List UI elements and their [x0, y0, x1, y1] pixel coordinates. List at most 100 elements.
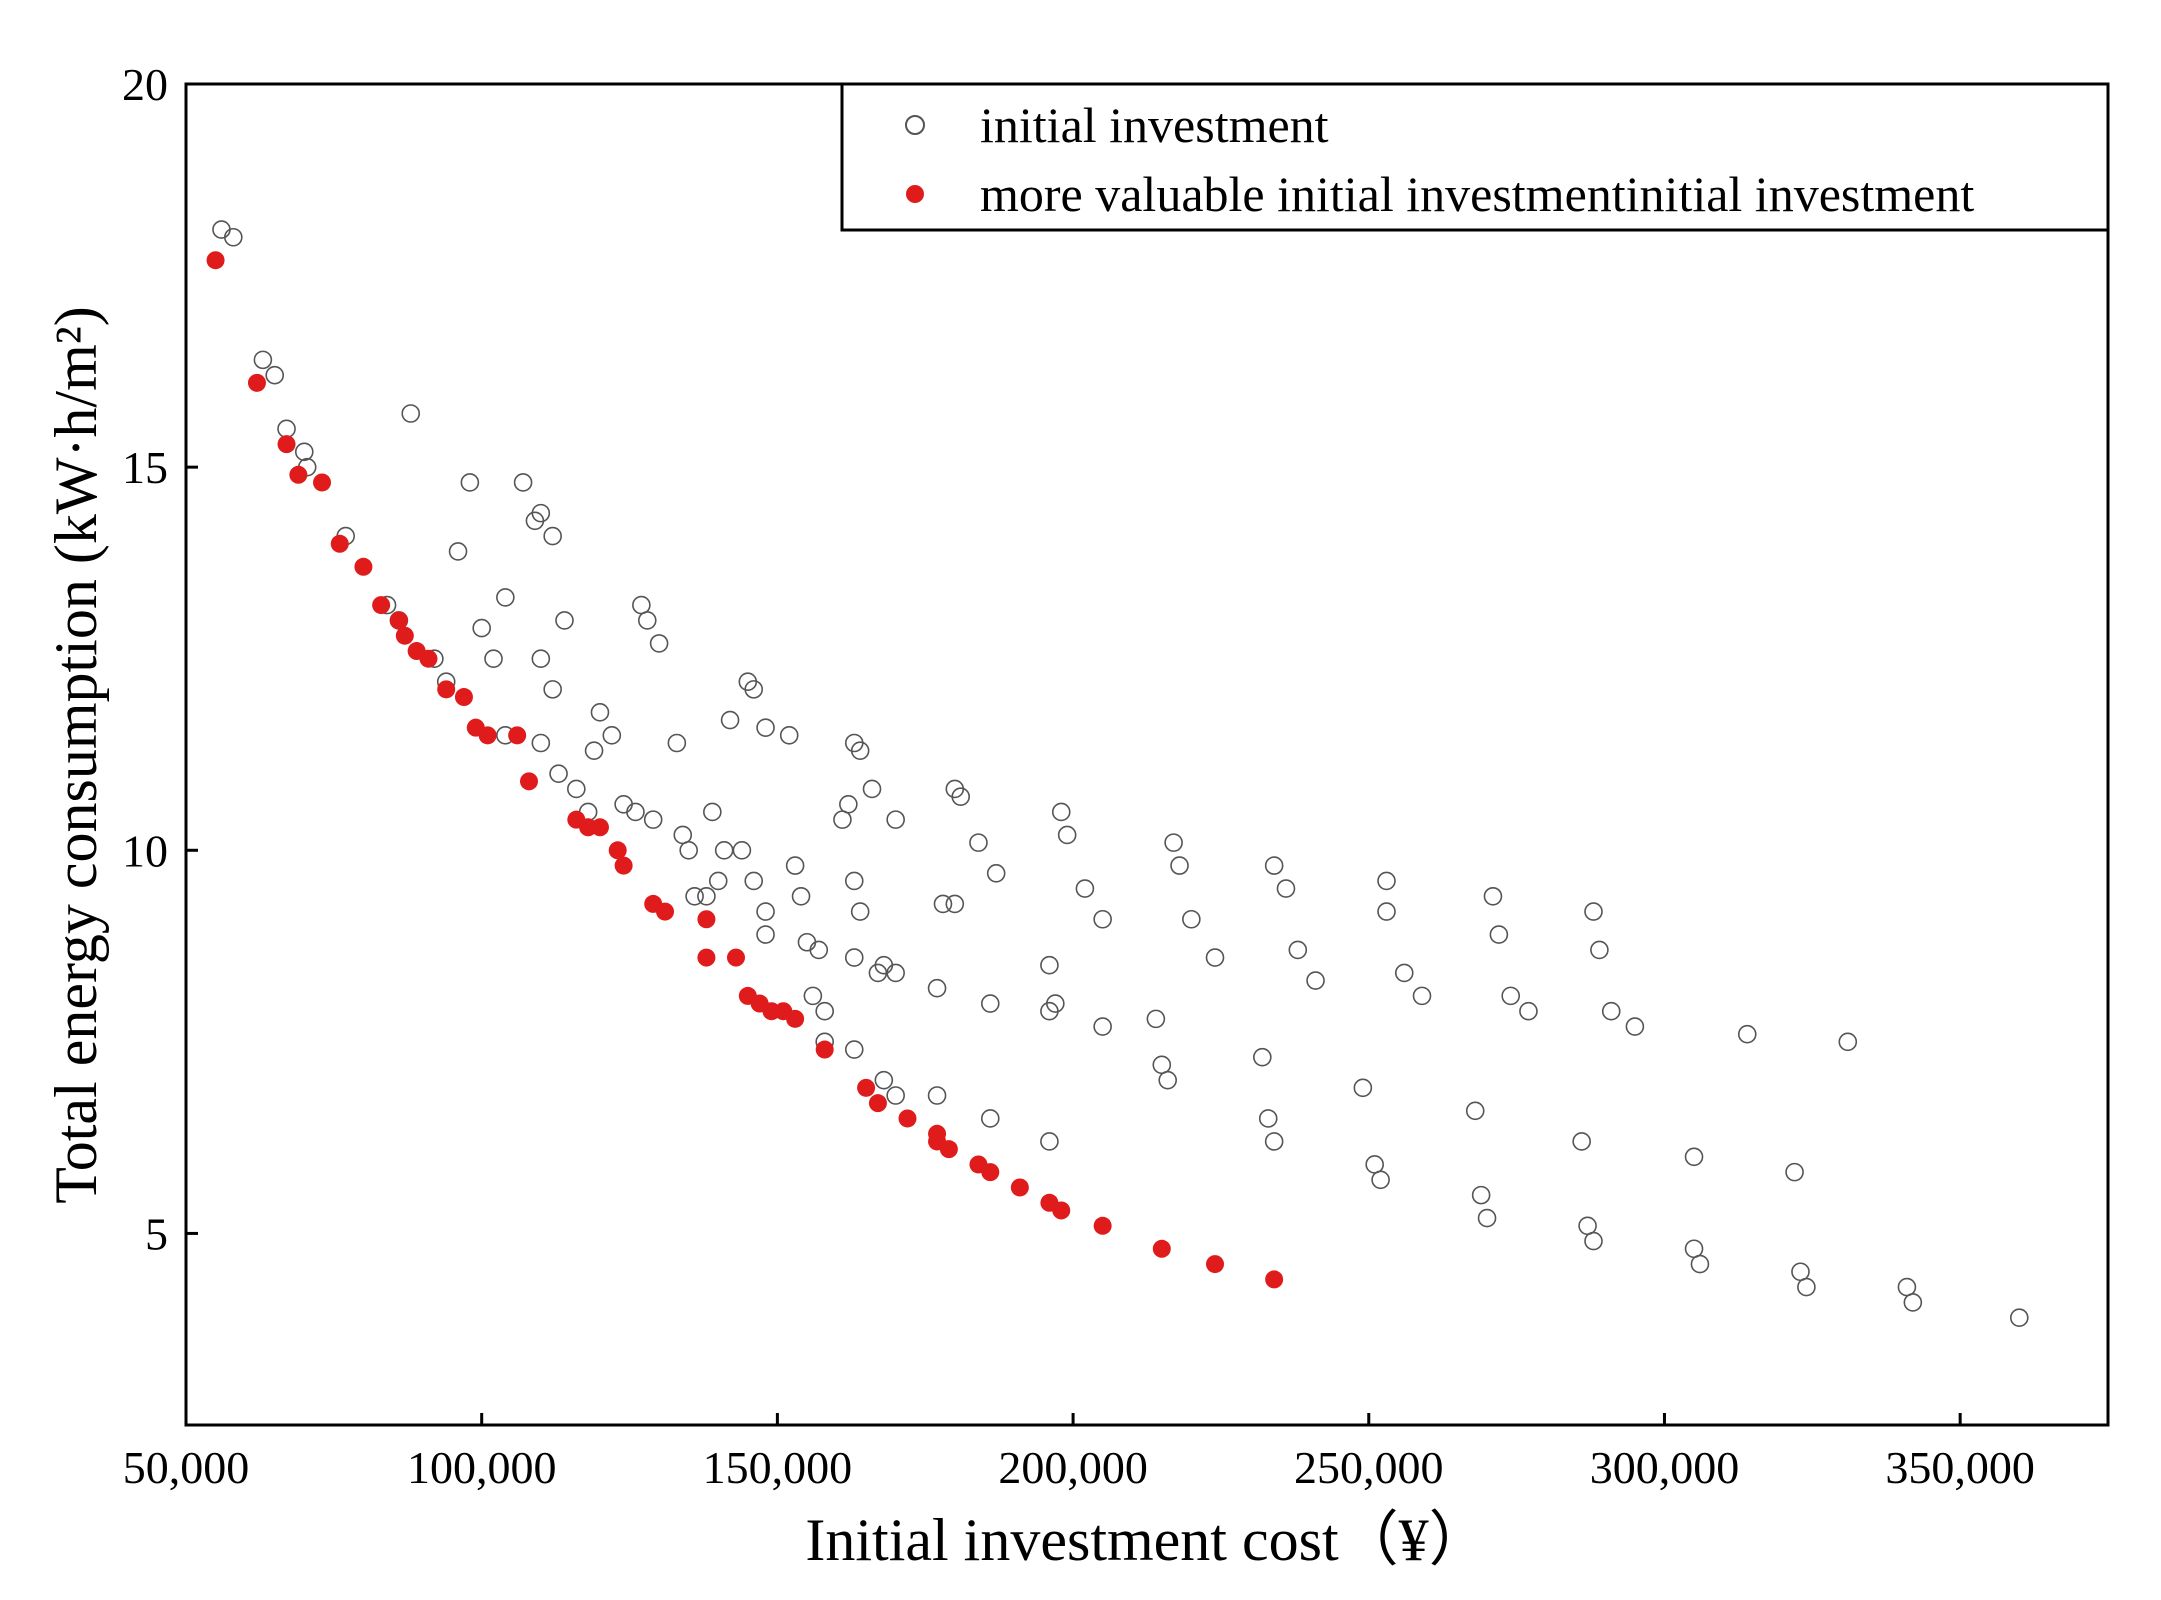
data-point-initial-investment — [2009, 1308, 2029, 1328]
data-point-initial-investment — [951, 787, 971, 806]
data-point-initial-investment — [448, 542, 468, 561]
data-point-initial-investment — [1152, 1055, 1172, 1075]
data-point-initial-investment — [756, 925, 775, 944]
y-tick-label: 10 — [122, 825, 168, 876]
data-point-initial-investment — [679, 840, 698, 860]
data-point-initial-investment — [1253, 1047, 1272, 1067]
data-point-initial-investment — [484, 649, 503, 669]
data-point-initial-investment — [797, 932, 817, 952]
data-point-initial-investment — [567, 779, 586, 799]
data-point-initial-investment — [531, 503, 551, 523]
data-point-initial-investment — [632, 595, 651, 615]
data-point-more-valuable — [614, 856, 633, 875]
data-point-initial-investment — [708, 871, 728, 891]
data-point-initial-investment — [844, 733, 864, 753]
data-point-initial-investment — [844, 871, 864, 891]
data-point-initial-investment — [555, 611, 574, 630]
data-point-initial-investment — [253, 350, 273, 370]
data-point-initial-investment — [738, 672, 758, 692]
data-point-more-valuable — [247, 373, 266, 392]
data-point-initial-investment — [212, 220, 231, 239]
data-point-initial-investment — [1519, 1001, 1538, 1021]
data-point-initial-investment — [277, 419, 296, 439]
data-point-initial-investment — [862, 779, 882, 799]
data-point-initial-investment — [1182, 909, 1201, 929]
data-point-initial-investment — [1146, 1009, 1166, 1029]
y-tick-label: 20 — [122, 59, 168, 110]
data-point-initial-investment — [1365, 1155, 1384, 1174]
data-point-initial-investment — [626, 802, 645, 822]
data-point-initial-investment — [1684, 1147, 1704, 1167]
legend-box — [840, 82, 2110, 232]
data-point-initial-investment — [927, 978, 947, 998]
series-initial-investment — [212, 220, 2029, 1328]
data-point-more-valuable — [372, 596, 391, 615]
data-point-initial-investment — [744, 871, 764, 891]
data-point-initial-investment — [756, 718, 775, 737]
data-point-initial-investment — [927, 1086, 947, 1105]
data-point-initial-investment — [868, 963, 888, 983]
data-point-initial-investment — [1572, 1132, 1591, 1151]
x-tick-label: 100,000 — [407, 1442, 557, 1493]
data-point-more-valuable — [313, 473, 332, 492]
data-point-initial-investment — [673, 825, 693, 845]
data-point-initial-investment — [1046, 994, 1065, 1013]
data-point-initial-investment — [460, 473, 480, 492]
data-point-initial-investment — [294, 442, 314, 462]
data-point-more-valuable — [437, 680, 456, 699]
data-point-more-valuable — [289, 465, 308, 484]
data-point-initial-investment — [986, 863, 1006, 883]
data-point-initial-investment — [1205, 948, 1225, 967]
data-point-initial-investment — [1737, 1024, 1757, 1044]
data-point-initial-investment — [744, 680, 764, 699]
data-point-initial-investment — [1288, 940, 1308, 960]
data-point-initial-investment — [531, 649, 551, 669]
data-point-more-valuable — [1206, 1255, 1225, 1274]
data-point-more-valuable — [697, 948, 716, 967]
data-point-initial-investment — [1465, 1101, 1485, 1121]
data-point-initial-investment — [1353, 1078, 1373, 1098]
data-point-initial-investment — [945, 779, 965, 799]
data-point-more-valuable — [656, 902, 675, 921]
data-point-initial-investment — [815, 1001, 834, 1021]
data-point-initial-investment — [1093, 909, 1112, 929]
data-point-initial-investment — [1501, 986, 1521, 1006]
data-point-initial-investment — [543, 680, 562, 699]
series-more-valuable-investment — [206, 251, 1284, 1289]
data-point-initial-investment — [886, 810, 905, 829]
data-point-initial-investment — [945, 894, 965, 914]
data-point-more-valuable — [898, 1109, 917, 1128]
data-point-initial-investment — [969, 833, 988, 852]
data-point-initial-investment — [886, 963, 905, 983]
data-point-more-valuable — [1093, 1216, 1112, 1235]
data-point-initial-investment — [1584, 1231, 1603, 1251]
plot-frame — [184, 82, 2110, 1427]
data-point-initial-investment — [224, 227, 243, 247]
data-point-initial-investment — [839, 795, 858, 814]
data-point-initial-investment — [472, 618, 491, 638]
data-point-more-valuable — [697, 910, 716, 929]
data-point-initial-investment — [785, 856, 805, 875]
data-point-initial-investment — [791, 886, 811, 906]
y-axis-ticks: 5 10 15 20 — [122, 59, 198, 1259]
data-point-initial-investment — [1477, 1208, 1497, 1228]
data-point-initial-investment — [874, 955, 894, 975]
data-point-initial-investment — [637, 611, 657, 630]
data-point-initial-investment — [1903, 1293, 1923, 1312]
data-point-initial-investment — [1483, 886, 1503, 906]
x-tick-label: 200,000 — [998, 1442, 1148, 1493]
data-point-initial-investment — [1797, 1277, 1816, 1297]
data-point-initial-investment — [513, 473, 533, 492]
data-point-initial-investment — [803, 986, 823, 1006]
y-axis-title: Total energy consumption (kW·h/m²) — [43, 306, 109, 1203]
data-point-initial-investment — [1578, 1216, 1597, 1236]
data-point-initial-investment — [1276, 879, 1296, 898]
data-point-initial-investment — [1625, 1017, 1645, 1036]
data-point-initial-investment — [1377, 902, 1396, 921]
data-point-initial-investment — [1838, 1032, 1858, 1052]
data-point-initial-investment — [1040, 1001, 1059, 1021]
data-point-more-valuable — [206, 251, 225, 270]
data-point-initial-investment — [720, 710, 740, 730]
